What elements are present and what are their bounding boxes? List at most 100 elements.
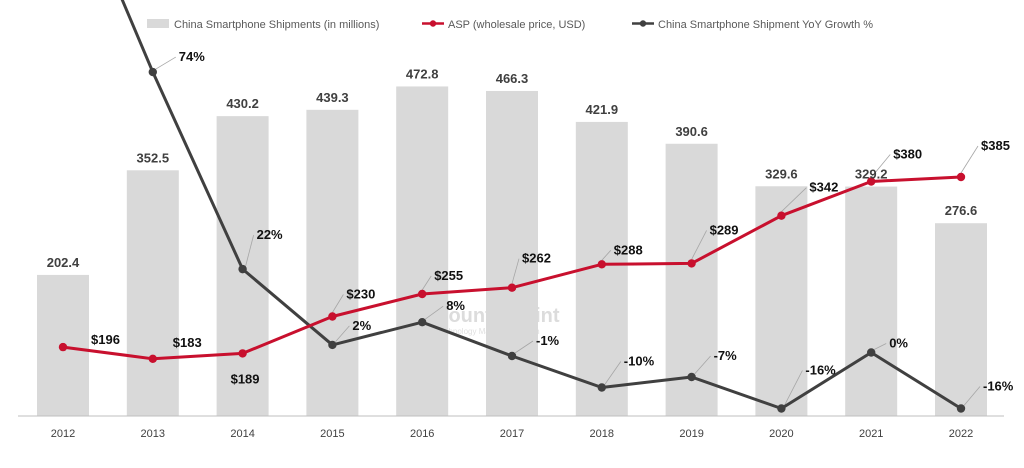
x-tick-label-2013: 2013 [141, 428, 165, 440]
shipment-bar-2019 [665, 143, 718, 416]
asp-point-2021 [867, 177, 876, 186]
bar-label-2012: 202.4 [47, 255, 80, 270]
asp-label-2018: $288 [614, 242, 643, 257]
asp-point-2016 [418, 289, 427, 299]
x-tick-label-2015: 2015 [320, 428, 344, 440]
leader-lines [155, 56, 981, 406]
legend-label-yoy: China Smartphone Shipment YoY Growth % [658, 19, 873, 31]
yoy-label-2016: 8% [446, 298, 465, 313]
shipment-bar-2015 [306, 109, 359, 417]
x-tick-label-2014: 2014 [230, 428, 254, 440]
asp-label-2022: $385 [981, 138, 1010, 153]
asp-point-2012 [58, 342, 68, 352]
yoy-point-2019 [687, 372, 696, 382]
asp-leader-2017 [511, 258, 520, 284]
data-labels: 202.4 352.5 430.2 439.3 472.8 466.3 421.9 390.6… [47, 49, 1014, 394]
bar-label-2018: 421.9 [586, 102, 619, 117]
x-tick-label-2021: 2021 [859, 428, 883, 440]
x-tick-label-2016: 2016 [410, 428, 434, 440]
yoy-leader-2015 [335, 325, 350, 343]
x-tick-label-2022: 2022 [949, 428, 973, 440]
yoy-point-2015 [328, 340, 337, 350]
yoy-label-2019: -7% [714, 348, 738, 363]
yoy-growth-line [120, 0, 966, 413]
yoy-point-2016 [418, 317, 427, 327]
asp-leader-2016 [421, 275, 432, 291]
yoy-point-2013 [148, 67, 157, 77]
asp-point-2018 [597, 260, 606, 269]
legend-label-shipments: China Smartphone Shipments (in millions) [174, 19, 379, 31]
yoy-label-2014: 22% [257, 227, 283, 242]
yoy-label-2021: 0% [889, 336, 908, 351]
yoy-label-2015: 2% [352, 318, 371, 333]
asp-label-2019: $289 [710, 222, 739, 237]
yoy-label-2013: 74% [179, 49, 205, 64]
yoy-leader-2014 [245, 235, 254, 267]
yoy-point-2014 [238, 264, 247, 274]
asp-line [58, 172, 966, 363]
yoy-label-2020: -16% [805, 363, 836, 378]
shipment-bar-2013 [126, 170, 179, 416]
legend-label-asp: ASP (wholesale price, USD) [448, 19, 585, 31]
yoy-label-2017: -1% [536, 333, 560, 348]
shipment-bars [37, 86, 987, 417]
x-tick-label-2012: 2012 [51, 428, 75, 440]
asp-label-2012: $196 [91, 332, 120, 347]
asp-leader-2020 [781, 187, 807, 212]
asp-label-2020: $342 [809, 180, 838, 195]
yoy-point-2020 [777, 404, 786, 413]
yoy-leader-2016 [424, 305, 444, 320]
bar-label-2016: 472.8 [406, 66, 439, 81]
asp-label-2017: $262 [522, 251, 551, 266]
bar-label-2013: 352.5 [137, 150, 170, 165]
asp-point-2019 [687, 259, 696, 268]
yoy-leader-2013 [155, 56, 177, 70]
asp-leader-2019 [691, 230, 707, 260]
asp-point-2013 [148, 354, 157, 363]
legend-marker-asp [429, 20, 437, 27]
yoy-leader-2019 [694, 355, 711, 375]
yoy-point-2018 [597, 383, 606, 392]
x-axis: 2012 2013 2014 2015 2016 2017 2018 2019 2020 2021… [18, 415, 1004, 440]
shipment-bar-2020 [755, 186, 808, 416]
x-tick-label-2017: 2017 [500, 428, 524, 440]
asp-leader-2022 [960, 145, 979, 174]
bar-label-2014: 430.2 [226, 96, 259, 111]
legend: China Smartphone Shipments (in millions)… [147, 19, 873, 31]
x-tick-label-2019: 2019 [679, 428, 703, 440]
bar-label-2015: 439.3 [316, 90, 349, 105]
bar-label-2020: 329.6 [765, 166, 798, 181]
asp-label-2016: $255 [434, 268, 463, 283]
legend-marker-yoy [639, 20, 647, 27]
yoy-leader-2022 [963, 386, 981, 406]
yoy-label-2022: -16% [983, 379, 1014, 394]
asp-label-2014: $189 [231, 371, 260, 386]
asp-leader-2015 [332, 294, 344, 313]
legend-swatch-shipments [147, 19, 169, 28]
asp-label-2015: $230 [346, 287, 375, 302]
yoy-leader-2020 [784, 370, 803, 406]
x-tick-label-2020: 2020 [769, 428, 793, 440]
yoy-point-2022 [956, 404, 966, 413]
yoy-leader-2021 [874, 343, 887, 350]
asp-point-2017 [507, 283, 517, 292]
shipment-bar-2016 [396, 86, 449, 416]
x-tick-label-2018: 2018 [590, 428, 614, 440]
yoy-point-2017 [507, 351, 517, 361]
bar-label-2022: 276.6 [945, 203, 978, 218]
asp-leader-2018 [601, 250, 612, 261]
asp-leader-2021 [870, 154, 891, 178]
asp-point-2015 [328, 312, 337, 321]
bar-label-2021: 329.2 [855, 167, 888, 182]
asp-point-2022 [956, 172, 966, 182]
yoy-point-2021 [867, 348, 876, 357]
shipment-bar-2021 [845, 186, 898, 416]
yoy-leader-2017 [514, 340, 534, 354]
asp-point-2014 [238, 349, 247, 358]
bar-label-2019: 390.6 [675, 124, 708, 139]
yoy-label-2018: -10% [624, 354, 655, 369]
bar-label-2017: 466.3 [496, 71, 529, 86]
asp-point-2020 [777, 211, 786, 220]
